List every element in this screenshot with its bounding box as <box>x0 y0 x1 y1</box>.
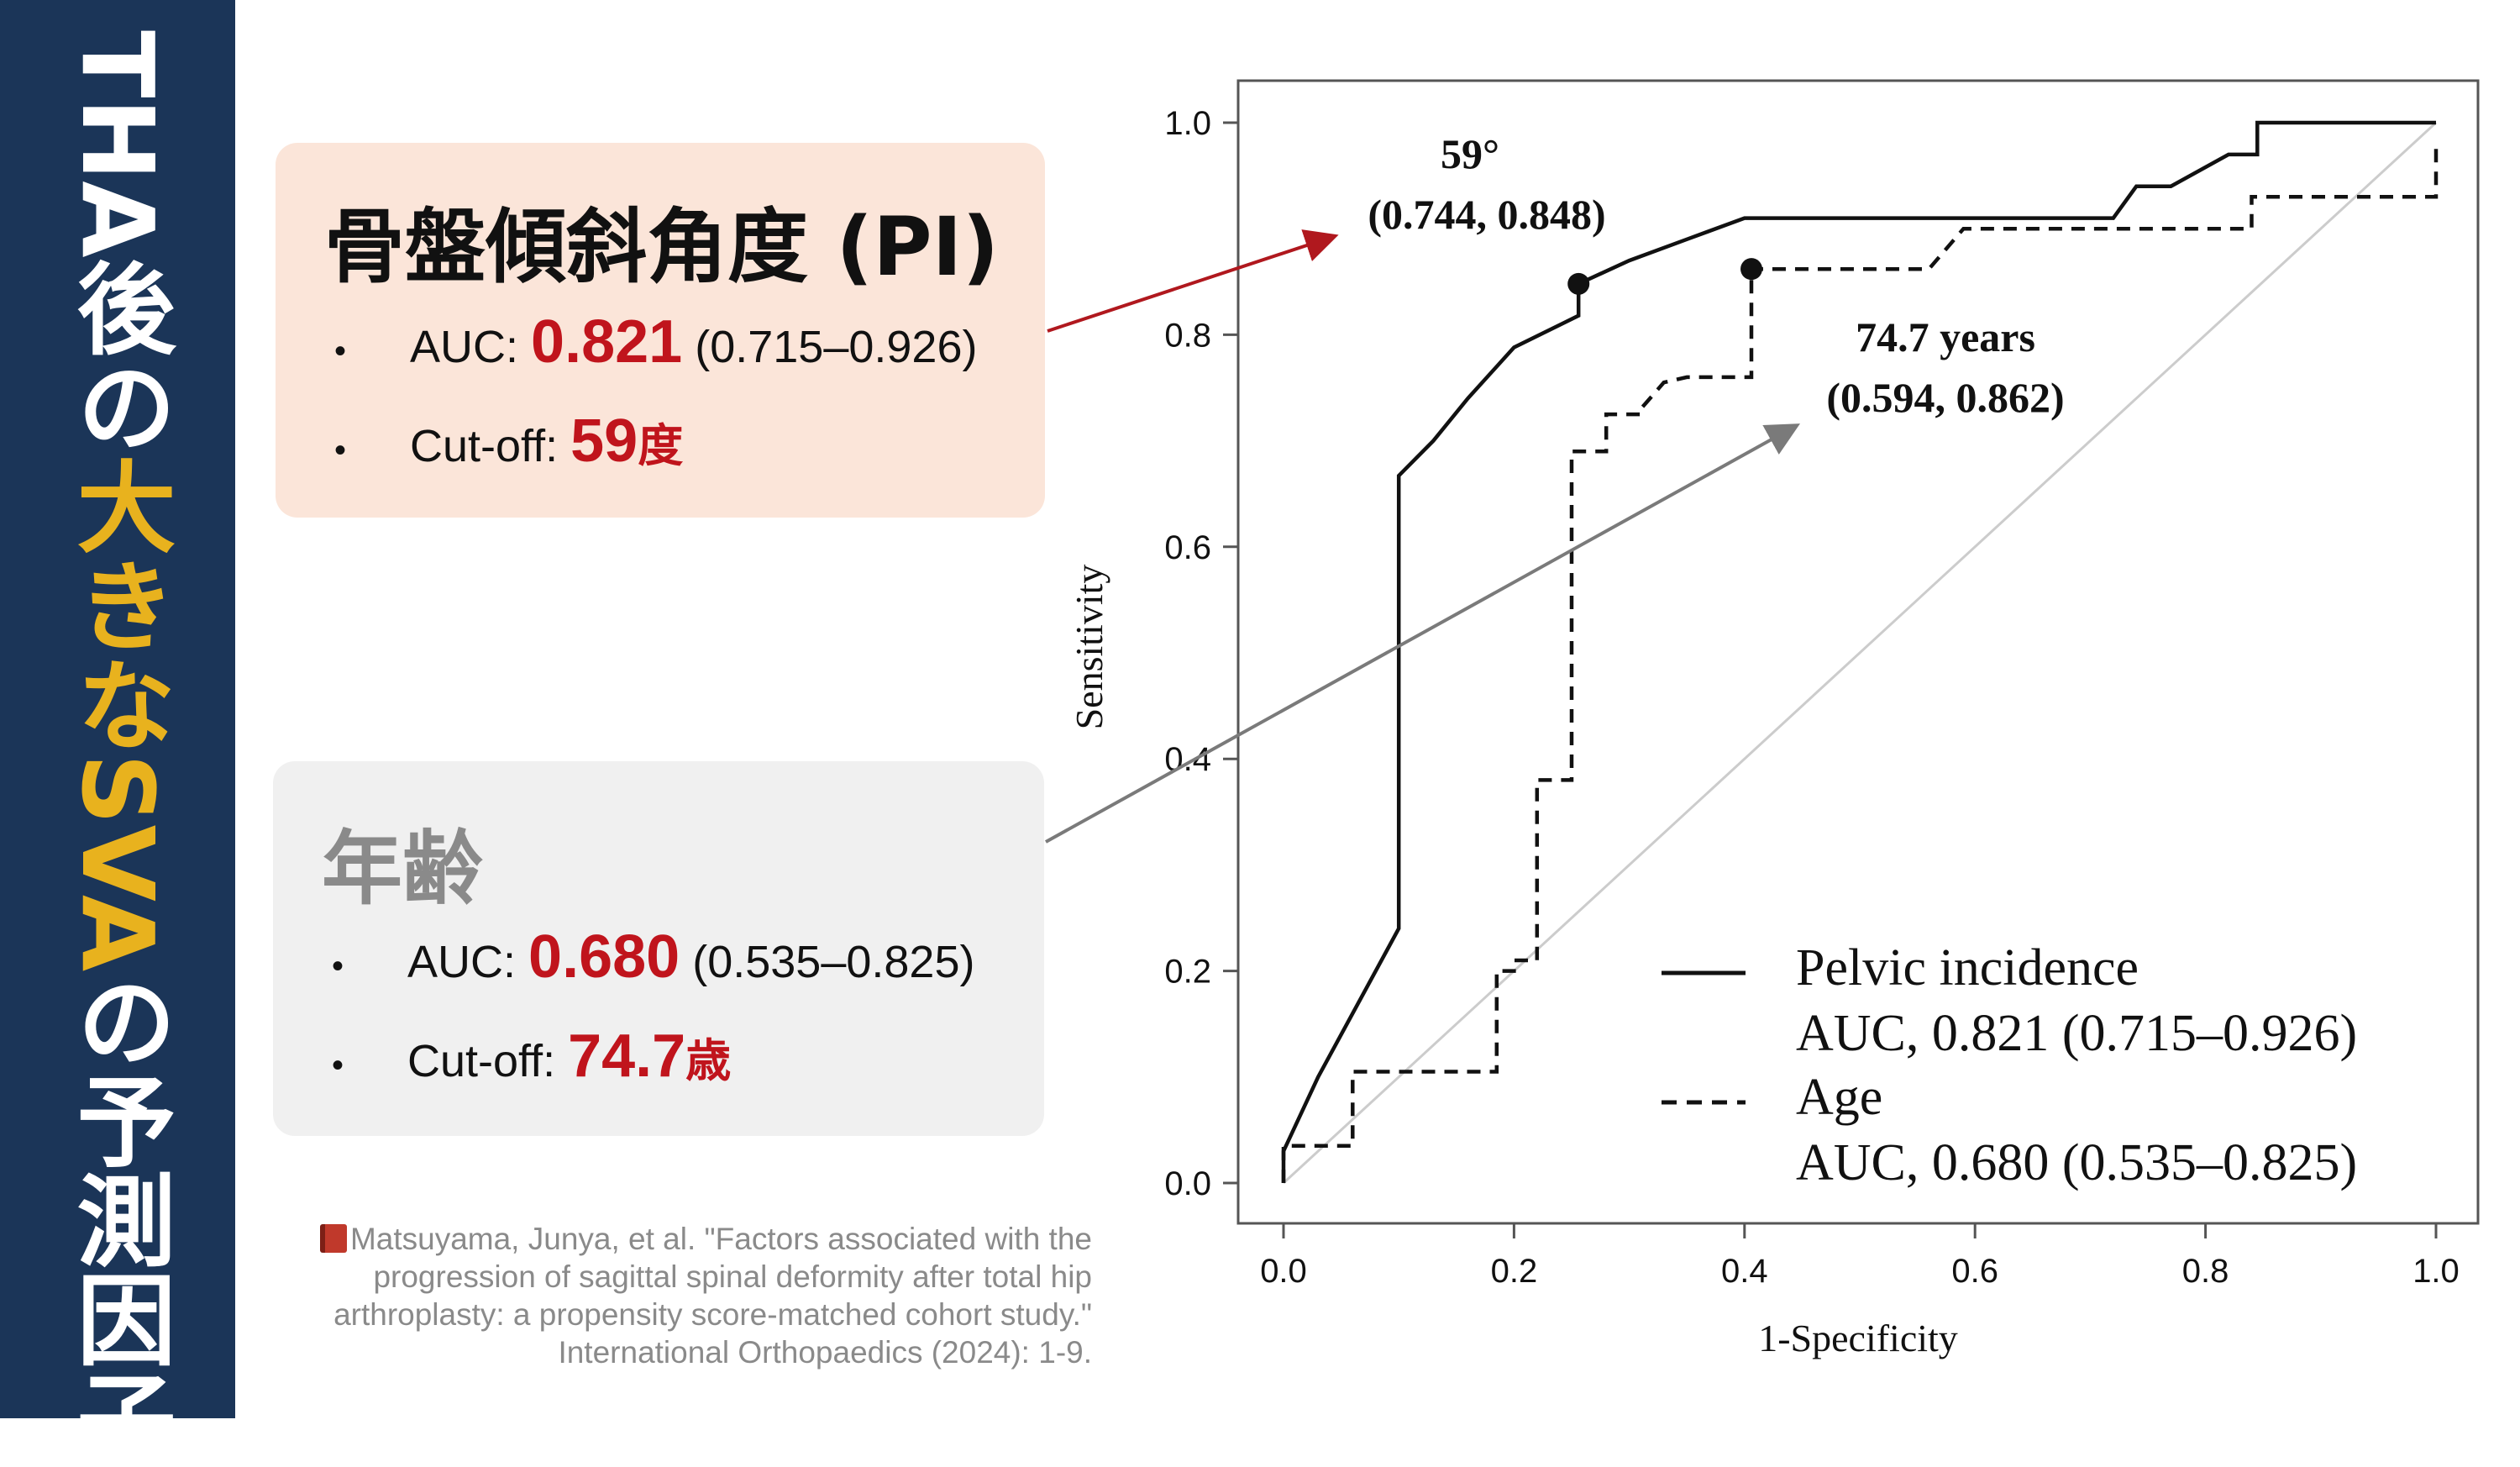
pi-card-title: 骨盤傾斜角度 (PI) <box>324 200 1000 294</box>
reference-line: Matsuyama, Junya, et al. "Factors associ… <box>302 1220 1092 1258</box>
age-auc-ci: (0.535–0.825) <box>680 937 975 987</box>
banner-title-part2: の予測因子 <box>60 971 176 1467</box>
bullet-icon: • <box>332 948 344 985</box>
pi-cutoff-value: 59 <box>570 408 638 475</box>
reference-citation: Matsuyama, Junya, et al. "Factors associ… <box>302 1220 1092 1371</box>
pi-cutoff-annotation-coords: (0.744, 0.848) <box>1368 191 1605 238</box>
age-cutoff-row: • Cut-off: 74.7歳 <box>332 1022 731 1091</box>
banner-title-highlight: 大きなSVA <box>60 455 176 972</box>
reference-line: progression of sagittal spinal deformity… <box>373 1259 1092 1294</box>
age-summary-card: 年齢 • AUC: 0.680 (0.535–0.825) • Cut-off: 7… <box>273 761 1044 1136</box>
age-roc-line <box>1281 144 2439 1183</box>
pi-cutoff-point <box>1567 272 1590 295</box>
x-tick-label: 0.8 <box>2182 1253 2229 1290</box>
bullet-icon: • <box>334 333 347 370</box>
age-cutoff-label: Cut-off: <box>407 1036 569 1086</box>
pi-cutoff-row: • Cut-off: 59度 <box>334 407 683 476</box>
age-card-title: 年齢 <box>322 822 483 916</box>
age-cutoff-annotation-years: 74.7 years <box>1856 313 2035 360</box>
x-tick-label: 0.6 <box>1951 1253 1998 1290</box>
age-auc-row: • AUC: 0.680 (0.535–0.825) <box>332 923 974 991</box>
plot-frame <box>1236 79 2480 1225</box>
legend-age-auc: AUC, 0.680 (0.535–0.825) <box>1796 1134 2357 1191</box>
pi-callout-arrow <box>1047 229 1339 333</box>
age-cutoff-unit: 歳 <box>685 1034 732 1087</box>
y-tick-label: 1.0 <box>1164 105 1211 142</box>
title-banner: THA後の大きなSVAの予測因子 <box>0 0 235 1467</box>
reference-line: International Orthopaedics (2024): 1-9. <box>558 1335 1092 1370</box>
age-auc-label: AUC: <box>407 937 529 987</box>
pelvic-incidence-roc-line <box>1281 120 2436 1183</box>
bullet-icon: • <box>334 432 347 469</box>
pi-cutoff-annotation-degree: 59° <box>1441 130 1499 177</box>
bullet-icon: • <box>332 1047 344 1084</box>
y-tick-label: 0.0 <box>1164 1165 1211 1202</box>
y-tick-label: 0.6 <box>1164 529 1211 566</box>
age-cutoff-value: 74.7 <box>568 1023 686 1090</box>
legend-pi-name: Pelvic incidence <box>1796 939 2139 996</box>
chance-diagonal-line <box>1282 121 2438 1185</box>
legend-pi-auc: AUC, 0.821 (0.715–0.926) <box>1796 1005 2357 1062</box>
age-cutoff-annotation-coords: (0.594, 0.862) <box>1826 374 2064 421</box>
pi-cutoff-label: Cut-off: <box>410 421 571 471</box>
pi-summary-card: 骨盤傾斜角度 (PI) • AUC: 0.821 (0.715–0.926) • C… <box>276 143 1045 518</box>
book-icon <box>319 1224 347 1253</box>
x-tick-label: 1.0 <box>2412 1253 2460 1290</box>
x-tick-label: 0.0 <box>1260 1253 1307 1290</box>
pi-auc-label: AUC: <box>410 322 532 372</box>
y-axis-title: Sensitivity <box>1068 565 1110 730</box>
x-tick-label: 0.4 <box>1721 1253 1768 1290</box>
legend-age-name: Age <box>1796 1069 1882 1126</box>
age-auc-value: 0.680 <box>528 923 680 991</box>
y-tick-label: 0.8 <box>1164 317 1211 354</box>
x-axis-title: 1-Specificity <box>1758 1317 1958 1359</box>
pi-auc-ci: (0.715–0.926) <box>682 322 978 372</box>
pi-cutoff-unit: 度 <box>638 419 684 472</box>
age-callout-arrow <box>1045 423 1800 844</box>
banner-title-part1: THA後の <box>60 30 176 456</box>
x-tick-label: 0.2 <box>1491 1253 1538 1290</box>
pi-auc-row: • AUC: 0.821 (0.715–0.926) <box>334 308 977 376</box>
age-cutoff-point <box>1740 258 1763 281</box>
y-tick-label: 0.2 <box>1164 954 1211 991</box>
reference-line: arthroplasty: a propensity score-matched… <box>333 1297 1092 1332</box>
roc-chart: 0.0 0.2 0.4 0.6 0.8 1.00.00.20.40.60.81.0 1-S… <box>1045 79 2480 1359</box>
chart-legend: Pelvic incidence AUC, 0.821 (0.715–0.926… <box>1662 939 2357 1191</box>
pi-auc-value: 0.821 <box>531 308 683 376</box>
banner-title: THA後の大きなSVAの予測因子 <box>60 30 176 1467</box>
